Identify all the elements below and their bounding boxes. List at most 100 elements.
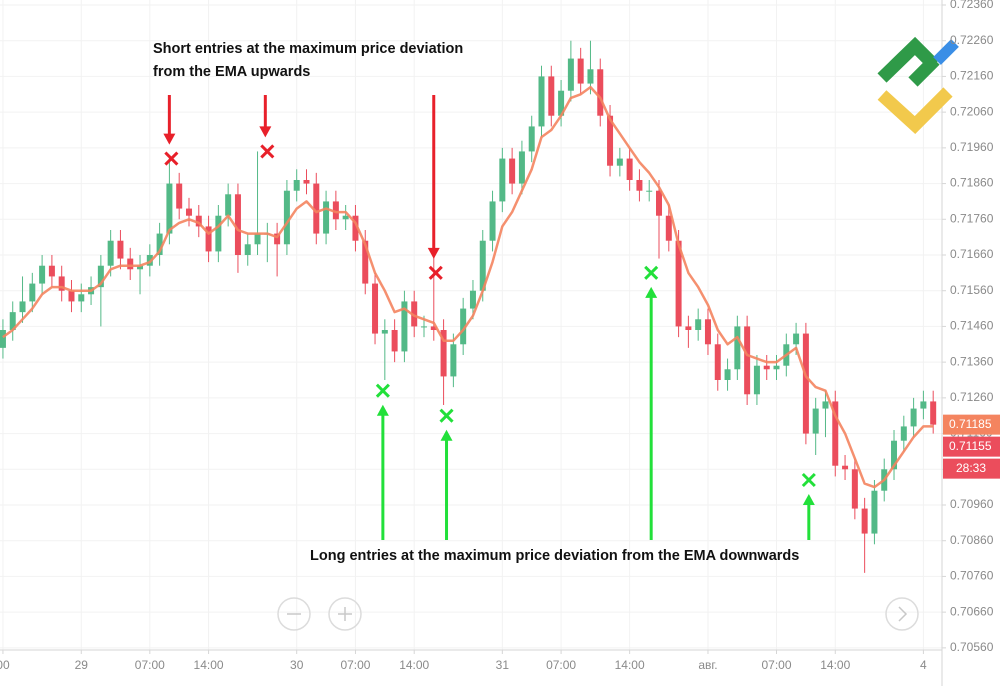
y-tick-label: 0.71560 — [950, 283, 994, 297]
candle-body — [675, 240, 682, 327]
arrow — [427, 95, 440, 259]
candle-body — [107, 240, 114, 266]
candle-body — [29, 283, 36, 302]
zoom-in-button[interactable] — [328, 597, 362, 631]
entry-marker — [439, 408, 454, 423]
candle-body — [587, 69, 594, 84]
y-tick-label: 0.71860 — [950, 176, 994, 190]
candle-body — [744, 326, 751, 395]
arrow — [440, 429, 453, 540]
candle-body — [636, 180, 643, 191]
ema-line — [2, 85, 934, 489]
candle-body — [734, 326, 741, 370]
arrow — [376, 404, 389, 540]
zoom-out-button[interactable] — [277, 597, 311, 631]
candle-body — [469, 290, 476, 309]
candle-body — [195, 215, 202, 227]
y-tick-label: 0.70660 — [950, 604, 994, 618]
y-tick-label: 0.72360 — [950, 0, 994, 11]
candle-body — [352, 215, 359, 241]
candle-body — [323, 201, 330, 234]
candle-body — [185, 208, 192, 216]
x-tick-label: 4 — [920, 658, 927, 672]
y-tick-label: 0.70960 — [950, 497, 994, 511]
candle-body — [411, 301, 418, 327]
candle-body — [626, 158, 633, 180]
countdown-box — [943, 458, 1000, 479]
candle-body — [440, 330, 447, 377]
price-label: 0.71185 — [949, 417, 992, 431]
candle-body — [460, 308, 467, 345]
candle-body — [332, 201, 339, 220]
candle-body — [68, 290, 75, 302]
y-tick-label: 0.70560 — [950, 640, 994, 654]
candle-body — [274, 233, 281, 245]
entry-marker — [375, 383, 390, 398]
candle-body — [685, 326, 692, 330]
scroll-right-button[interactable] — [885, 597, 919, 631]
candle-body — [499, 158, 506, 202]
entry-marker-stroke — [644, 265, 659, 280]
candle-body — [763, 365, 770, 370]
candle-body — [665, 215, 672, 241]
candle-body — [78, 294, 85, 302]
x-tick-label: 14:00 — [399, 658, 429, 672]
candle-body — [607, 115, 614, 166]
candle-body — [372, 283, 379, 334]
candle-body — [538, 76, 545, 127]
candle-body — [137, 265, 144, 270]
candle-body — [616, 158, 623, 166]
x-tick-label: 14:00 — [615, 658, 645, 672]
x-tick-label: 07:00 — [135, 658, 165, 672]
candle-body — [303, 180, 310, 184]
candle-body — [342, 215, 349, 220]
candle-body — [166, 183, 173, 234]
arrow — [259, 95, 272, 138]
candle-body — [401, 301, 408, 352]
x-tick-label: 30 — [290, 658, 304, 672]
price-label: 0.71155 — [949, 439, 992, 453]
candle-body — [842, 465, 849, 470]
candle-body — [518, 151, 525, 184]
price-label-box — [943, 414, 1000, 435]
plot — [0, 40, 937, 573]
y-tick-label: 0.70860 — [950, 533, 994, 547]
y-tick-label: 0.71760 — [950, 211, 994, 225]
arrow-head — [427, 247, 440, 259]
annotation: Short entries at the maximum price devia… — [153, 41, 463, 57]
candle-body — [450, 344, 457, 377]
candle-body — [39, 265, 46, 284]
candle-body — [930, 401, 937, 425]
arrow — [163, 95, 176, 145]
candle-body — [920, 401, 927, 409]
arrow — [802, 494, 815, 540]
candle-body — [244, 244, 251, 255]
candle-body — [656, 190, 663, 216]
entry-marker-stroke — [260, 144, 275, 159]
logo — [877, 36, 959, 134]
x-tick-label: 00 — [0, 658, 10, 672]
annotation: from the EMA upwards — [153, 64, 310, 80]
y-tick-label: 0.71260 — [950, 390, 994, 404]
candle-body — [822, 401, 829, 409]
candle-body — [19, 301, 26, 313]
y-tick-label: 0.71660 — [950, 247, 994, 261]
candle-body — [773, 365, 780, 370]
candle-body — [9, 312, 16, 330]
countdown-label: 28:33 — [956, 461, 986, 475]
candle-body — [391, 330, 398, 352]
candle-body — [420, 326, 427, 328]
y-tick-label: 0.71960 — [950, 140, 994, 154]
x-tick-label: 14:00 — [820, 658, 850, 672]
candle-body — [548, 76, 555, 116]
entry-marker — [644, 265, 659, 280]
x-tick-label: авг. — [698, 658, 717, 672]
x-tick-label: 07:00 — [340, 658, 370, 672]
candle-body — [58, 276, 65, 291]
candle-body — [479, 240, 486, 291]
candle-body — [567, 58, 574, 91]
candle-body — [793, 333, 800, 345]
entry-marker — [801, 472, 816, 488]
